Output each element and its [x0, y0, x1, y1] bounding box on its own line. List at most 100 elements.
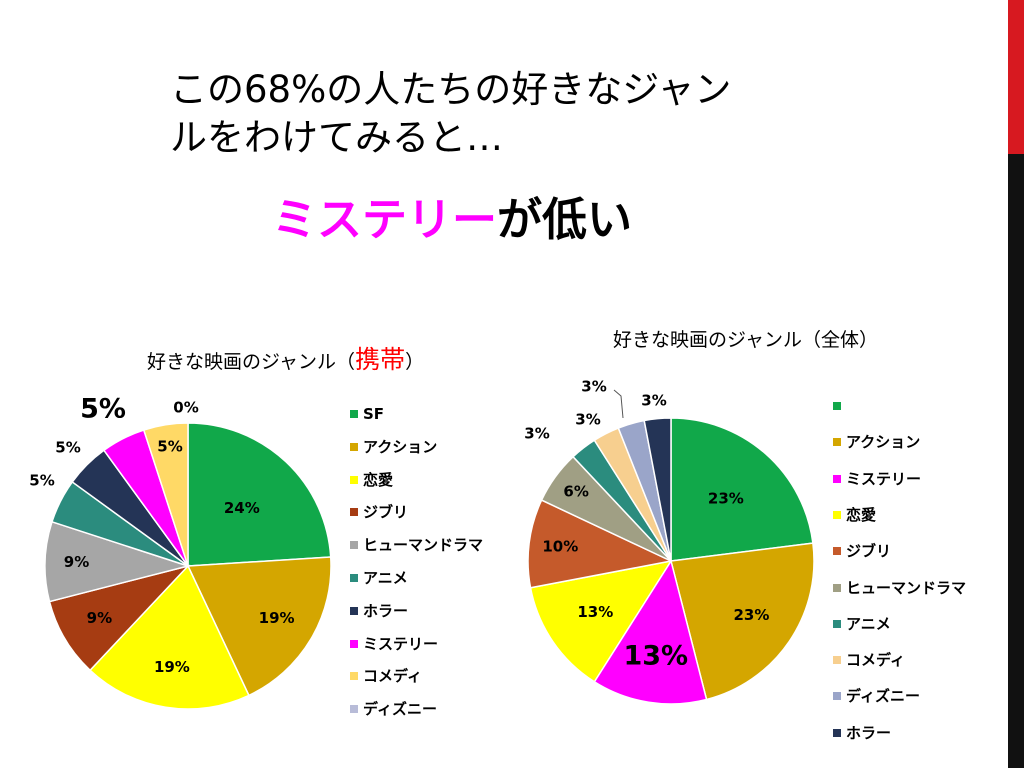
- right-chart-title: 好きな映画のジャンル（全体）: [613, 329, 879, 351]
- legend-item-6: アニメ: [833, 616, 891, 632]
- legend-item-5: ヒューマンドラマ: [833, 580, 966, 596]
- data-label-1: 19%: [259, 609, 295, 627]
- left-chart-title-highlight: 携帯: [355, 345, 406, 374]
- legend-item-4: ヒューマンドラマ: [350, 537, 483, 553]
- left-chart-title: 好きな映画のジャンル（携帯）: [147, 347, 424, 375]
- data-label-6: 5%: [55, 439, 80, 457]
- slide-title: この68%の人たちの好きなジャン ルをわけてみると…: [170, 66, 810, 162]
- pie-slice-0: [670, 417, 814, 562]
- legend-item-4: ジブリ: [833, 543, 891, 559]
- pie-slice-4: [527, 499, 674, 589]
- leader-line-8: [613, 389, 624, 419]
- legend-swatch-5: [833, 583, 841, 592]
- data-label-8: 3%: [581, 378, 606, 396]
- legend-label-8: コメディ: [363, 667, 422, 686]
- pie-slice-2: [593, 559, 708, 705]
- data-label-9: 0%: [173, 399, 198, 417]
- legend-label-5: ヒューマンドラマ: [846, 578, 967, 597]
- subtitle-rest: が低い: [497, 193, 633, 246]
- data-label-5: 5%: [29, 472, 54, 490]
- legend-item-8: コメディ: [350, 668, 422, 684]
- legend-label-8: ディズニー: [846, 687, 920, 706]
- legend-item-2: 恋愛: [350, 472, 393, 488]
- left-pie-chart: 24%19%19%9%9%5%5%5%5%0%: [29, 394, 332, 710]
- legend-swatch-3: [833, 510, 841, 519]
- legend-swatch-7: [350, 639, 358, 648]
- legend-label-3: 恋愛: [846, 505, 877, 524]
- legend-swatch-0: [350, 410, 358, 418]
- pie-slice-3: [529, 559, 673, 683]
- legend-label-1: アクション: [363, 437, 438, 456]
- accent-bar-black: [1008, 154, 1024, 768]
- legend-swatch-3: [350, 508, 358, 517]
- legend-swatch-1: [350, 442, 358, 451]
- data-label-6: 3%: [524, 425, 549, 443]
- right-pie-chart: 23% 23% 13% 13% 10% 6% 3% 3% 3% 3%: [524, 378, 815, 705]
- legend-swatch-2: [350, 475, 358, 484]
- legend-label-3: ジブリ: [363, 503, 409, 522]
- legend-label-7: コメディ: [846, 651, 905, 670]
- slide-title-line1: この68%の人たちの好きなジャン: [170, 68, 732, 111]
- legend-label-0: SF: [363, 405, 385, 423]
- legend-item-8: ディズニー: [833, 688, 920, 704]
- legend-swatch-6: [350, 606, 358, 615]
- legend-item-2: ミステリー: [833, 471, 921, 487]
- legend-item-7: ミステリー: [350, 636, 438, 652]
- legend-item-7: コメディ: [833, 652, 905, 668]
- data-label-4: 9%: [64, 553, 89, 571]
- legend-label-4: ヒューマンドラマ: [363, 536, 484, 555]
- data-label-2: 19%: [154, 658, 190, 676]
- legend-item-3: 恋愛: [833, 507, 876, 523]
- legend-label-5: アニメ: [363, 569, 408, 587]
- pie-slice-0: [187, 422, 332, 567]
- legend-label-9: ホラー: [846, 723, 892, 742]
- legend-swatch-9: [350, 705, 358, 714]
- legend-item-9: ホラー: [833, 725, 891, 741]
- data-label-9: 3%: [641, 392, 666, 410]
- pie-slice-3: [48, 564, 191, 672]
- legend-item-0: SF: [350, 406, 384, 422]
- left-chart-title-prefix: 好きな映画のジャンル（: [147, 351, 356, 373]
- data-label-2: 13%: [623, 641, 688, 672]
- legend-item-1: アクション: [350, 439, 437, 455]
- data-label-8: 5%: [157, 438, 182, 456]
- legend-swatch-8: [350, 672, 358, 681]
- legend-swatch-1: [833, 438, 841, 447]
- legend-label-1: アクション: [846, 433, 921, 452]
- data-label-0: 23%: [708, 489, 744, 507]
- pie-slice-4: [44, 520, 191, 603]
- legend-swatch-9: [833, 728, 841, 737]
- data-label-3: 13%: [577, 603, 613, 621]
- legend-item-0: [833, 398, 846, 414]
- legend-item-9: ディズニー: [350, 701, 437, 717]
- legend-swatch-6: [833, 619, 841, 628]
- legend-label-6: ホラー: [363, 601, 409, 620]
- legend-label-2: 恋愛: [363, 470, 394, 489]
- legend-swatch-5: [350, 574, 358, 582]
- subtitle-highlight: ミステリー: [272, 193, 498, 246]
- data-label-3: 9%: [87, 609, 112, 627]
- data-label-0: 24%: [224, 499, 260, 517]
- data-label-4: 10%: [542, 538, 578, 556]
- pie-slice-8: [142, 422, 189, 567]
- left-chart-title-suffix: ）: [405, 351, 425, 373]
- pie-slice-1: [186, 556, 332, 697]
- slide-subtitle: ミステリーが低い: [272, 190, 632, 250]
- legend-label-9: ディズニー: [363, 700, 437, 719]
- data-label-7: 5%: [80, 394, 126, 425]
- legend-swatch-4: [350, 541, 358, 550]
- legend-swatch-7: [833, 656, 841, 665]
- data-label-7: 3%: [575, 411, 600, 429]
- data-label-5: 6%: [563, 483, 588, 501]
- legend-swatch-8: [833, 692, 841, 701]
- legend-label-7: ミステリー: [363, 634, 439, 653]
- legend-item-1: アクション: [833, 434, 920, 450]
- legend-swatch-4: [833, 547, 841, 556]
- pie-slice-2: [89, 564, 250, 710]
- legend-item-6: ホラー: [350, 603, 408, 619]
- data-label-1: 23%: [733, 606, 769, 624]
- accent-bar-red: [1008, 0, 1024, 154]
- legend-item-3: ジブリ: [350, 504, 408, 520]
- legend-swatch-2: [833, 474, 841, 483]
- legend-label-6: アニメ: [846, 614, 891, 633]
